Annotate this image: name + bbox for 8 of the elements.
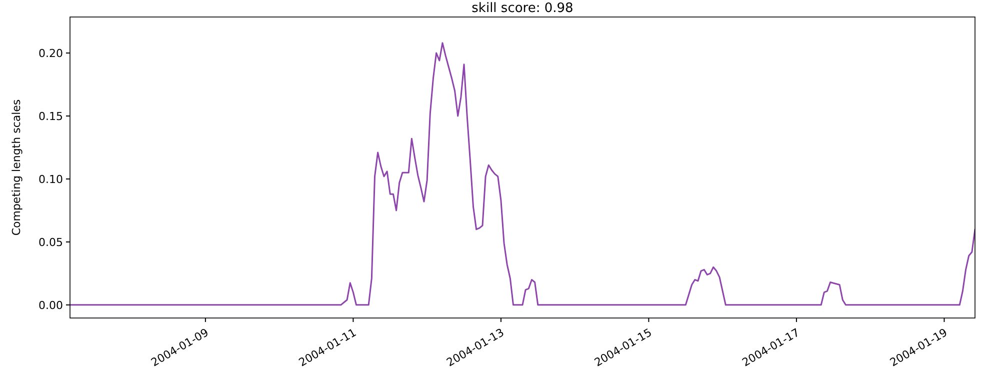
line-series: [70, 42, 975, 306]
y-axis-title: Competing length scales: [10, 99, 23, 236]
y-tick-label: 0.10: [38, 172, 63, 186]
y-tick-label: 0.00: [38, 298, 63, 312]
chart-title: skill score: 0.98: [472, 1, 574, 16]
y-tick-label: 0.05: [38, 236, 63, 249]
y-tick-label: 0.15: [38, 110, 63, 123]
y-tick-label: 0.20: [38, 46, 63, 60]
